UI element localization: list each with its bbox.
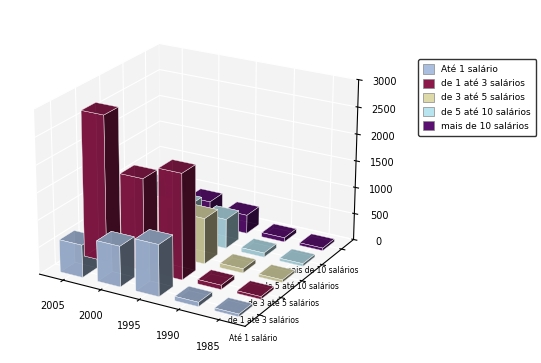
Legend: Até 1 salário, de 1 até 3 salários, de 3 até 5 salários, de 5 até 10 salários, m: Até 1 salário, de 1 até 3 salários, de 3… <box>418 59 537 136</box>
